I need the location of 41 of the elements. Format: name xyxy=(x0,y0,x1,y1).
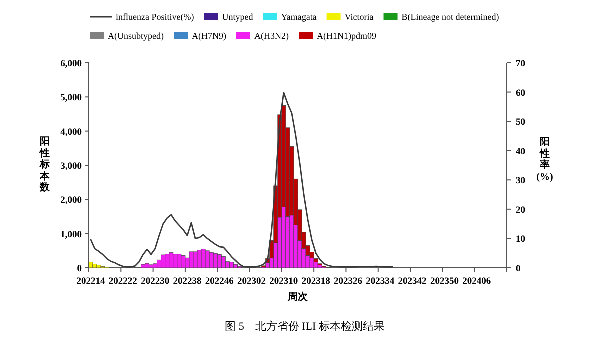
y2-tick-label: 20 xyxy=(516,206,526,216)
y-tick-label: 1,000 xyxy=(60,230,82,240)
x-tick-label: 202334 xyxy=(366,277,395,287)
x-tick-label: 202222 xyxy=(108,277,138,287)
x-tick-label: 202318 xyxy=(302,277,331,287)
y2-axis-title: 阳性率(%) xyxy=(536,137,554,183)
y2-tick-label: 30 xyxy=(516,176,526,187)
x-axis-title: 周次 xyxy=(287,291,309,303)
legend-label: A(Unsubtyped) xyxy=(108,31,164,41)
x-tick-label: 202350 xyxy=(430,277,460,287)
legend-label: B(Lineage not determined) xyxy=(402,12,500,22)
x-tick-label: 202310 xyxy=(270,277,298,287)
legend-label: Yamagata xyxy=(281,12,317,22)
x-tick-label: 202302 xyxy=(238,277,266,287)
x-tick-label: 202246 xyxy=(205,277,234,287)
y-tick-label: 2,000 xyxy=(60,196,82,206)
y-tick-label: 3,000 xyxy=(60,162,82,172)
y-tick-label: 5,000 xyxy=(60,94,82,104)
y2-tick-label: 40 xyxy=(516,147,526,158)
y-tick-label: 4,000 xyxy=(60,128,82,138)
y-tick-label: 6,000 xyxy=(60,60,82,70)
legend-label: influenza Positive(%) xyxy=(116,12,194,22)
x-tick-label: 202230 xyxy=(141,277,170,287)
x-tick-label: 202238 xyxy=(173,277,202,287)
legend-label: A(H1N1)pdm09 xyxy=(317,31,377,41)
legend-label: A(H3N2) xyxy=(254,31,289,41)
x-tick-label: 202214 xyxy=(76,277,106,287)
legend-label: Victoria xyxy=(344,12,374,22)
y-axis-title: 阳性标本数 xyxy=(40,136,50,194)
y2-tick-label: 10 xyxy=(516,235,526,246)
caption: 图 5 北方省份 ILI 标本检测结果 xyxy=(225,320,385,333)
y-tick-label: 0 xyxy=(77,264,82,274)
legend-label: Untyped xyxy=(222,12,254,22)
x-tick-label: 202326 xyxy=(334,277,363,287)
y2-tick-label: 0 xyxy=(516,264,521,274)
x-tick-label: 202342 xyxy=(398,277,428,287)
y2-tick-label: 60 xyxy=(516,88,526,99)
y2-tick-label: 70 xyxy=(516,60,526,70)
x-tick-label: 202406 xyxy=(462,277,492,287)
legend-label: A(H7N9) xyxy=(192,31,226,41)
y2-tick-label: 50 xyxy=(516,118,526,128)
